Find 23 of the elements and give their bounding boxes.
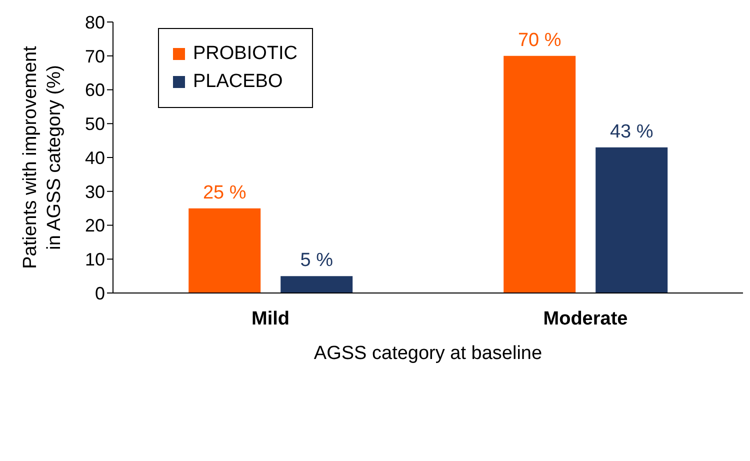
bar [280, 276, 353, 293]
legend-label: PLACEBO [193, 71, 283, 93]
legend-label: PROBIOTIC [193, 43, 298, 65]
data-label: 70 % [518, 30, 562, 51]
y-tick-label: 20 [84, 216, 105, 236]
y-tick-label: 40 [84, 148, 105, 168]
y-tick-label: 70 [84, 46, 105, 66]
y-tick-label: 80 [84, 12, 105, 32]
x-tick-label: Mild [252, 308, 290, 330]
bar [596, 147, 668, 293]
data-label: 43 % [610, 121, 654, 142]
data-label: 5 % [300, 250, 334, 272]
x-tick-label: Moderate [543, 308, 628, 330]
y-tick-label: 30 [84, 182, 105, 202]
data-label: 25 % [202, 182, 246, 204]
bar [188, 208, 261, 293]
bar [504, 56, 576, 293]
x-axis-title: AGSS category at baseline [314, 343, 542, 364]
y-tick-label: 60 [84, 80, 105, 100]
y-tick-label: 0 [94, 283, 105, 304]
y-tick-label: 10 [84, 250, 105, 270]
y-axis-title: Patients with improvement in AGSS category (%) [20, 45, 65, 269]
y-tick-label: 50 [84, 114, 105, 134]
